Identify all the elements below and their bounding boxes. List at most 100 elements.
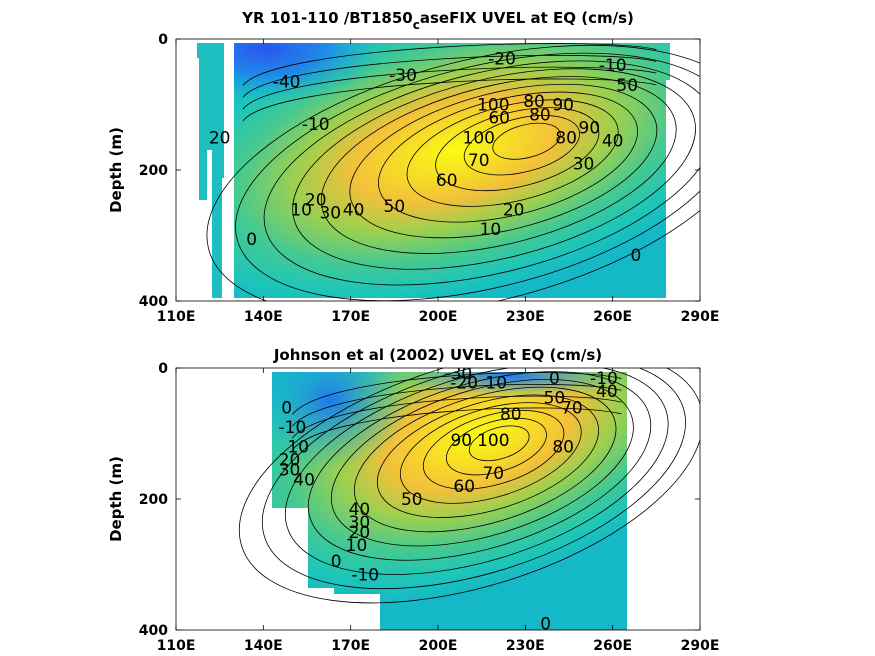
contour-label: 30 <box>573 154 595 174</box>
y-axis-label: Depth (m) <box>107 127 125 213</box>
x-tick-label: 110E <box>157 309 196 325</box>
contour-label: 0 <box>331 552 342 572</box>
x-tick-label: 290E <box>681 309 720 325</box>
contour-line <box>399 402 582 504</box>
contour-line <box>292 68 696 270</box>
contour-label: -10 <box>599 56 627 76</box>
x-tick-label: 110E <box>157 638 196 654</box>
contour-label: 50 <box>401 490 423 510</box>
contour-line <box>353 386 617 533</box>
contour-label: 100 <box>463 128 495 148</box>
contour-line <box>206 44 700 301</box>
contour-line <box>242 66 657 110</box>
x-tick-label: 140E <box>244 638 283 654</box>
contour-line <box>263 60 700 286</box>
contour-label: -10 <box>279 418 307 438</box>
contour-label: 50 <box>544 388 566 408</box>
contour-label: 40 <box>602 132 624 152</box>
contour-label: 0 <box>246 230 257 250</box>
y-tick-label: 0 <box>158 361 168 377</box>
contour-label: 20 <box>305 190 327 210</box>
contour-line <box>292 372 622 415</box>
contour-line <box>292 407 622 451</box>
contour-label: -10 <box>302 115 330 135</box>
contour-line <box>292 383 622 427</box>
contour-label: 0 <box>540 614 551 634</box>
contour-label: -10 <box>590 369 618 389</box>
contour-line <box>242 78 657 122</box>
contour-line <box>406 99 619 207</box>
contour-label: 100 <box>477 96 509 116</box>
x-tick-label: 200E <box>419 638 458 654</box>
panel2-title: Johnson et al (2002) UVEL at EQ (cm/s) <box>273 346 602 364</box>
contour-label: 60 <box>453 477 475 497</box>
y-tick-label: 0 <box>158 32 168 48</box>
contour-label: 10 <box>290 200 312 220</box>
contour-label: 90 <box>450 431 472 451</box>
contour-label: 10 <box>480 220 502 240</box>
contour-line <box>468 425 530 462</box>
y-tick-label: 200 <box>139 492 168 508</box>
contour-label: 80 <box>555 128 577 148</box>
contour-line <box>320 76 677 254</box>
panel2-field-negative-top <box>272 372 627 630</box>
contour-label: 80 <box>529 105 551 125</box>
contour-label: 30 <box>319 204 341 224</box>
contour-label: 70 <box>482 464 504 484</box>
contour-line <box>463 115 580 176</box>
x-tick-label: 170E <box>331 638 370 654</box>
contour-label: 70 <box>468 151 490 171</box>
contour-line <box>376 394 600 518</box>
contour-label: 0 <box>549 369 560 389</box>
contour-line <box>445 417 547 476</box>
contour-label: 90 <box>552 96 574 116</box>
contour-label: 10 <box>346 536 368 556</box>
y-axis-label: Depth (m) <box>107 456 125 542</box>
x-tick-label: 290E <box>681 638 720 654</box>
contour-line <box>378 91 638 223</box>
contour-label: 70 <box>561 398 583 418</box>
contour-line <box>242 43 657 86</box>
contour-label: 80 <box>552 438 574 458</box>
bottom-panel: Johnson et al (2002) UVEL at EQ (cm/s) -… <box>107 346 720 654</box>
contour-label: -30 <box>444 364 472 384</box>
y-tick-label: 400 <box>139 623 168 639</box>
top-panel: YR 101-110 /BT1850caseFIX UVEL at EQ (cm… <box>107 9 720 325</box>
contour-label: 20 <box>349 523 371 543</box>
y-tick-label: 400 <box>139 294 168 310</box>
x-tick-label: 230E <box>506 638 545 654</box>
contour-label: 50 <box>616 76 638 96</box>
contour-label: 40 <box>343 200 365 220</box>
contour-line <box>422 409 565 490</box>
contour-label: 30 <box>279 461 301 481</box>
contour-line <box>238 368 700 604</box>
contour-label: 50 <box>384 197 406 217</box>
x-tick-label: 260E <box>593 638 632 654</box>
contour-label: 10 <box>485 373 507 393</box>
contour-label: 20 <box>503 200 525 220</box>
contour-label: 0 <box>631 246 642 266</box>
contour-label: 10 <box>287 438 309 458</box>
x-tick-label: 140E <box>244 309 283 325</box>
panel2-contours <box>238 368 700 604</box>
x-tick-label: 200E <box>419 309 458 325</box>
x-tick-label: 170E <box>331 309 370 325</box>
contour-label: 40 <box>349 500 371 520</box>
contour-line <box>435 107 600 192</box>
contour-label: -30 <box>389 66 417 86</box>
contour-label: -10 <box>351 565 379 585</box>
panel1-coast-strip <box>197 43 224 298</box>
contour-line <box>261 368 686 590</box>
panel1-title: YR 101-110 /BT1850caseFIX UVEL at EQ (cm… <box>241 9 634 32</box>
y-tick-label: 200 <box>139 163 168 179</box>
contour-label: -20 <box>488 50 516 70</box>
contour-label: 100 <box>477 431 509 451</box>
contour-label: -40 <box>273 73 301 93</box>
contour-label: 90 <box>579 118 601 138</box>
x-tick-label: 230E <box>506 309 545 325</box>
contour-label: 30 <box>349 513 371 533</box>
contour-line <box>284 368 669 575</box>
x-tick-label: 260E <box>593 309 632 325</box>
